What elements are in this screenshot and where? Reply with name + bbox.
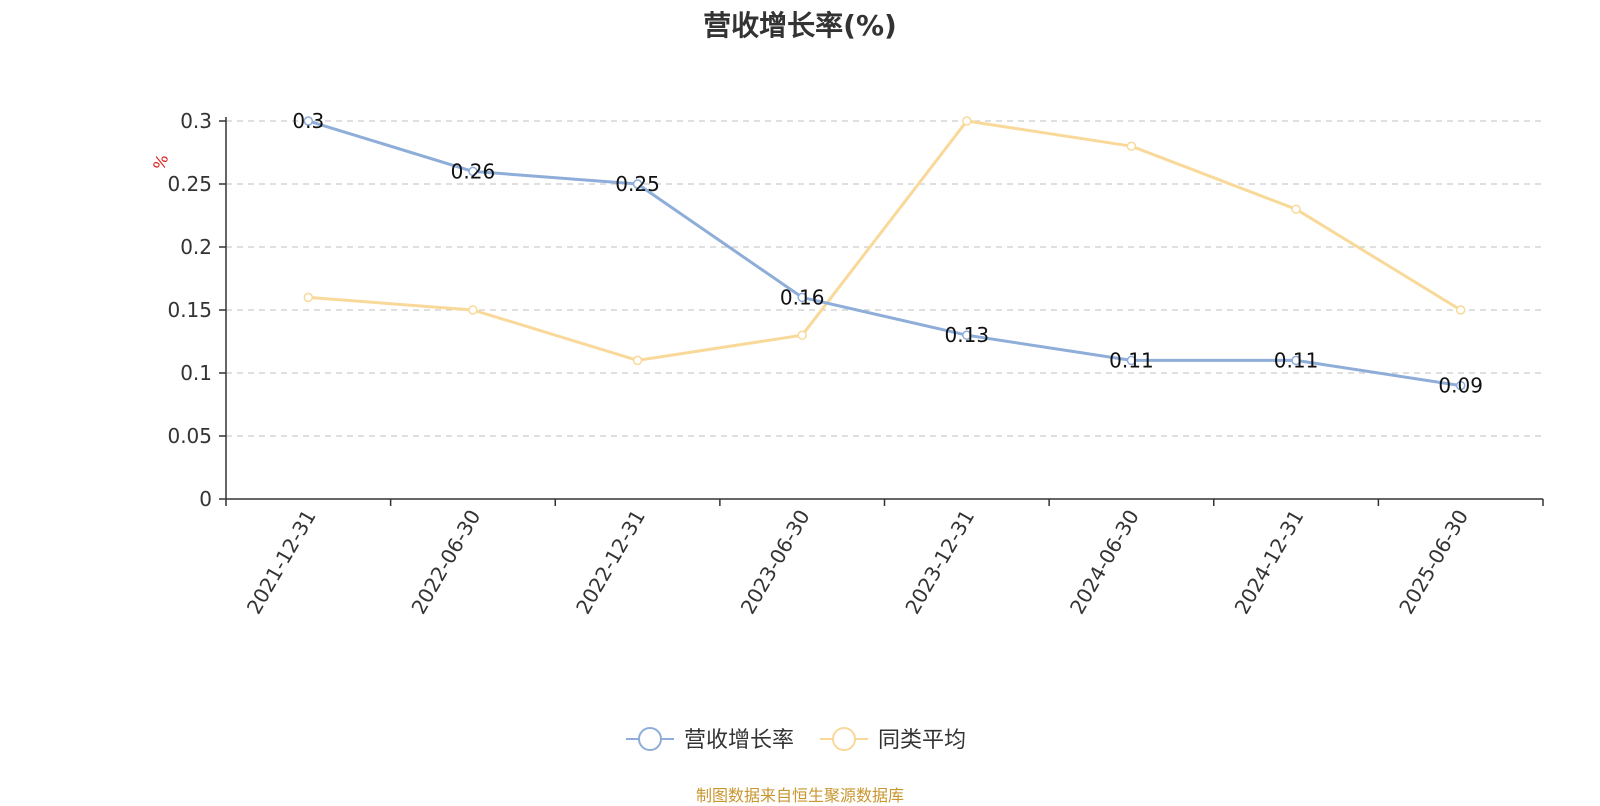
series-line [308,119,1462,362]
data-point [303,292,314,303]
data-point [797,292,807,303]
data-label: 0.09 [1438,374,1483,398]
axes: 0 0.05 0.1 0.15 0.2 0.25 0.3% 2021-12-31 2022-06… [149,109,1544,619]
y-axis-unit-label: % [149,152,172,173]
legend-label: 营收增长率 [684,728,794,753]
data-point [962,116,972,126]
legend-marker [832,727,856,751]
data-label: 0.3 [292,109,324,133]
y-tick-label: 0.1 [180,361,212,385]
y-tick-label: 0.2 [180,235,212,259]
data-label: 0.11 [1109,348,1154,372]
x-tick-label: 2022-12-31 [571,506,650,619]
legend: 营收增长率 同类平均 [626,727,966,753]
y-tick-label: 0 [199,487,212,511]
data-point [797,330,807,340]
data-point [1291,355,1301,366]
x-tick-label: 2021-12-31 [242,506,321,619]
data-point [1126,141,1137,151]
data-point [303,116,314,126]
chart-title: 营收增长率(%) [703,9,897,42]
data-point [632,355,643,366]
series-lines [303,116,1466,391]
legend-marker [638,727,662,751]
series-line [307,119,1461,388]
x-tick-label: 2023-06-30 [736,506,815,619]
x-tick-label: 2024-06-30 [1065,506,1144,619]
source-note: 制图数据来自恒生聚源数据库 [695,786,904,805]
x-tick-label: 2023-12-31 [900,506,979,619]
data-label: 0.16 [780,285,825,309]
y-tick-label: 0.25 [167,172,212,196]
data-label: 0.26 [451,159,496,183]
y-tick-label: 0.3 [180,109,212,133]
x-tick-label: 2024-12-31 [1229,506,1308,619]
y-tick-label: 0.15 [167,298,212,322]
data-label: 0.25 [615,172,660,196]
x-tick-label: 2022-06-30 [406,506,485,619]
data-labels: 0.3 0.26 0.25 0.16 0.13 0.11 0.11 0.09 [292,109,1483,398]
data-point [1455,380,1466,391]
y-tick-label: 0.05 [167,424,212,448]
data-label: 0.13 [945,323,990,347]
data-point [468,166,478,177]
grid-lines [226,120,1543,437]
data-point [1126,355,1137,366]
data-label: 0.11 [1274,348,1319,372]
legend-label: 同类平均 [878,728,966,753]
x-tick-label: 2025-06-30 [1394,506,1473,619]
data-point [962,330,972,340]
data-point [632,179,643,189]
data-point [468,305,478,315]
data-point [1455,305,1466,315]
data-point [1291,204,1301,214]
